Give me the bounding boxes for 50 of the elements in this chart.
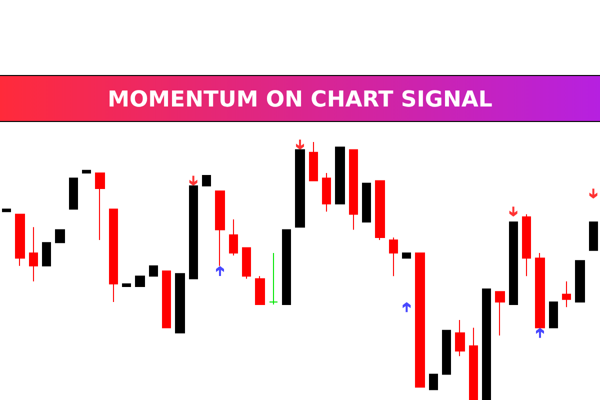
candlestick bbox=[375, 180, 385, 241]
candlestick bbox=[455, 320, 465, 357]
candlestick bbox=[415, 252, 425, 388]
candlestick bbox=[215, 190, 225, 266]
candlestick bbox=[335, 146, 345, 204]
chart-title: MOMENTUM ON CHART SIGNAL bbox=[108, 88, 492, 112]
candlestick bbox=[575, 260, 585, 302]
point bbox=[589, 188, 598, 199]
candlestick bbox=[122, 283, 131, 287]
candlestick bbox=[282, 229, 291, 306]
candlestick bbox=[549, 301, 558, 328]
candlestick bbox=[82, 170, 91, 174]
candlestick bbox=[402, 252, 411, 259]
candlestick bbox=[255, 276, 265, 306]
point bbox=[509, 206, 518, 217]
candlestick bbox=[469, 327, 478, 400]
point bbox=[536, 328, 544, 338]
candlestick bbox=[495, 291, 505, 336]
candlestick bbox=[15, 214, 25, 266]
candlestick bbox=[389, 236, 398, 277]
candlestick bbox=[2, 208, 11, 212]
candlestick bbox=[109, 208, 118, 302]
candlestick bbox=[509, 221, 518, 306]
candlestick bbox=[442, 330, 451, 375]
candlestick bbox=[202, 175, 211, 186]
candlestick bbox=[135, 276, 145, 287]
candlestick bbox=[269, 252, 278, 306]
candlestick bbox=[322, 172, 331, 212]
candlestick bbox=[349, 149, 358, 230]
candlestick bbox=[309, 142, 318, 182]
point bbox=[296, 140, 304, 150]
candlestick bbox=[362, 182, 371, 222]
point bbox=[189, 176, 198, 186]
candlestick bbox=[55, 229, 65, 244]
candlestick bbox=[482, 288, 491, 400]
candlestick bbox=[162, 270, 171, 328]
candlestick bbox=[149, 265, 158, 277]
candlestick bbox=[522, 214, 531, 277]
candlestick bbox=[562, 280, 571, 308]
candlestick bbox=[229, 218, 238, 256]
candlestick bbox=[69, 178, 78, 210]
candlestick bbox=[29, 226, 38, 282]
candlestick bbox=[175, 273, 185, 334]
candlestick bbox=[429, 374, 438, 390]
point bbox=[402, 302, 411, 312]
candlestick bbox=[589, 221, 598, 251]
candlestick bbox=[242, 247, 251, 280]
candlestick bbox=[95, 172, 105, 241]
candlestick bbox=[42, 242, 51, 266]
point bbox=[216, 266, 224, 276]
